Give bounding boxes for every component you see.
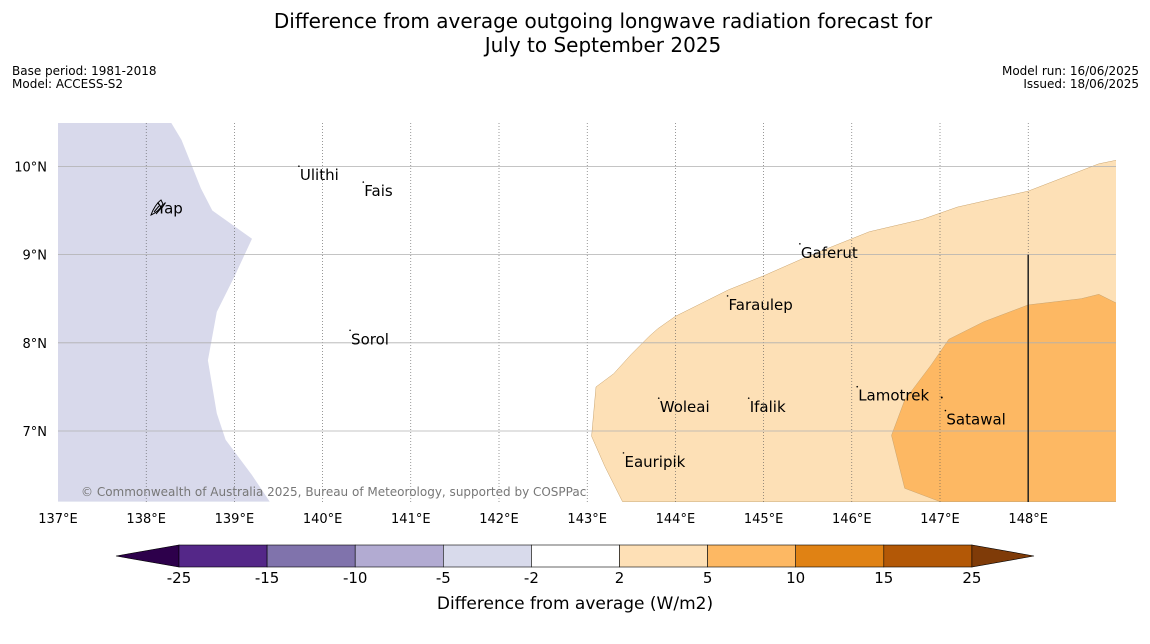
- colorbar-tick-10: 25: [962, 569, 981, 587]
- lat-tick-label-9: 9°N: [23, 249, 48, 264]
- place-marker-2: [298, 165, 300, 168]
- islet-dot: [940, 396, 943, 399]
- colorbar-bin-6: [619, 544, 708, 568]
- colorbar-bin-2: [266, 544, 356, 568]
- colorbar-tick-3: -10: [343, 569, 368, 587]
- place-label-8: Ifalik: [750, 398, 786, 416]
- chart-title: Difference from average outgoing longwav…: [0, 9, 1150, 57]
- base-period: Base period: 1981-2018: [12, 64, 157, 78]
- place-label-2: Ulithi: [300, 166, 339, 184]
- colorbar-over-arrow: [971, 544, 1035, 568]
- place-label-3: Fais: [364, 182, 393, 200]
- place-label-7: Woleai: [660, 398, 710, 416]
- colorbar-bin-9: [883, 544, 973, 568]
- lon-tick-label-141: 141°E: [391, 512, 431, 527]
- colorbar-tick-2: -15: [255, 569, 280, 587]
- title-line-1: Difference from average outgoing longwav…: [273, 9, 933, 33]
- lat-tick-label-10: 10°N: [14, 160, 47, 175]
- anomaly-region-1: [58, 123, 270, 502]
- lon-tick-label-138: 138°E: [126, 512, 166, 527]
- model-run: Model run: 16/06/2025: [1001, 64, 1139, 78]
- lat-tick-label-8: 8°N: [23, 337, 48, 352]
- place-marker-4: [799, 243, 801, 245]
- place-label-6: Sorol: [351, 330, 389, 348]
- lon-tick-label-139: 139°E: [215, 512, 255, 527]
- lon-tick-label-140: 140°E: [303, 512, 343, 527]
- colorbar-label: Difference from average (W/m2): [436, 594, 714, 614]
- issued-date: Issued: 18/06/2025: [1023, 77, 1139, 91]
- axis-labels: 137°E 138°E 139°E 140°E 141°E 142°E 143°E 144°E…: [14, 160, 1048, 527]
- copyright-text: © Commonwealth of Australia 2025, Bureau…: [81, 485, 586, 499]
- gridlines: [58, 123, 1116, 502]
- anomaly-regions: [58, 123, 1116, 502]
- lon-tick-label-147: 147°E: [920, 512, 960, 527]
- place-label-10: Satawal: [946, 411, 1005, 429]
- place-label-5: Faraulep: [729, 296, 793, 314]
- colorbar-bin-5: [531, 544, 620, 568]
- colorbar: -25 -15 -10 -5 -2 2 5 10 15 25: [115, 544, 1035, 587]
- lon-tick-label-142: 142°E: [479, 512, 519, 527]
- place-marker-7: [657, 397, 660, 399]
- colorbar-bin-1: [178, 544, 268, 568]
- colorbar-bin-8: [795, 544, 885, 568]
- place-marker-3: [362, 181, 365, 183]
- place-label-4: Gaferut: [801, 244, 858, 262]
- yap-island-icon: [150, 199, 164, 216]
- place-marker-9: [856, 385, 859, 388]
- lon-tick-label-146: 146°E: [832, 512, 872, 527]
- place-label-11: Eauripik: [624, 453, 685, 471]
- place-label-9: Lamotrek: [858, 387, 929, 405]
- colorbar-bin-7: [707, 544, 796, 568]
- model-name: Model: ACCESS-S2: [12, 77, 124, 91]
- title-line-2: July to September 2025: [484, 33, 722, 57]
- colorbar-tick-9: 15: [874, 569, 893, 587]
- place-marker-5: [726, 295, 729, 297]
- lon-tick-label-145: 145°E: [744, 512, 784, 527]
- colorbar-under-arrow: [115, 544, 180, 568]
- colorbar-tick-8: 10: [786, 569, 805, 587]
- colorbar-tick-4: -5: [436, 569, 451, 587]
- colorbar-tick-7: 5: [703, 569, 713, 587]
- meta-right: Model run: 16/06/2025 Issued: 18/06/2025: [1002, 65, 1139, 91]
- lon-tick-label-143: 143°E: [567, 512, 607, 527]
- place-marker-6: [349, 329, 351, 332]
- colorbar-bin-3: [354, 544, 444, 568]
- place-marker-8: [747, 397, 750, 399]
- lat-tick-label-7: 7°N: [23, 425, 48, 440]
- colorbar-bin-4: [442, 544, 532, 568]
- meta-left: Base period: 1981-2018 Model: ACCESS-S2: [12, 65, 157, 91]
- lon-tick-label-137: 137°E: [38, 512, 78, 527]
- lon-tick-label-148: 148°E: [1008, 512, 1048, 527]
- colorbar-tick-5: -2: [524, 569, 539, 587]
- lon-tick-label-144: 144°E: [656, 512, 696, 527]
- colorbar-tick-6: 2: [615, 569, 625, 587]
- place-marker-10: [944, 409, 947, 412]
- colorbar-tick-1: -25: [167, 569, 192, 587]
- place-marker-11: [622, 452, 625, 454]
